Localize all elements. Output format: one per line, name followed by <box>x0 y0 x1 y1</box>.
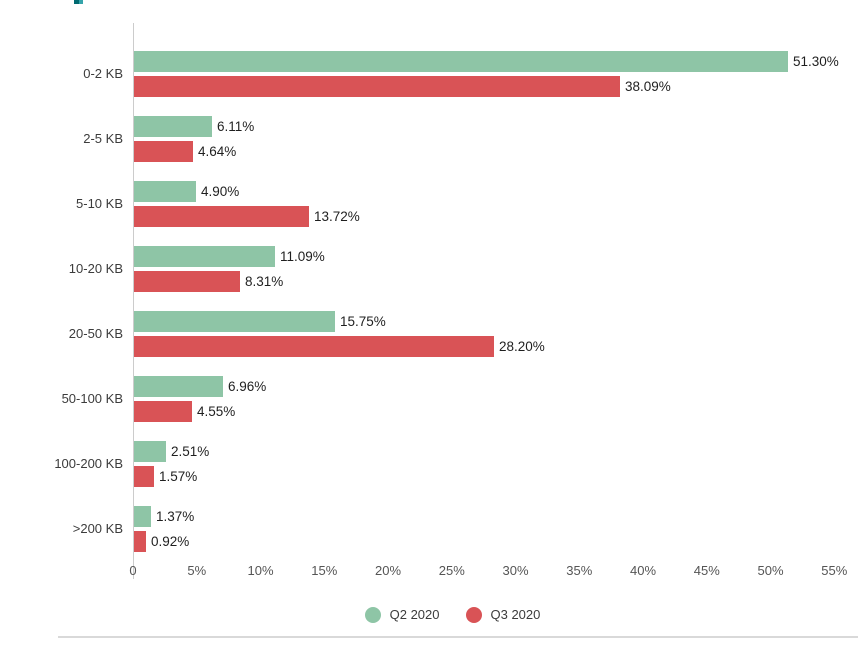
legend-color-dot <box>364 607 381 623</box>
clipped-title-right-fragment <box>78 0 83 4</box>
bar-value-label: 15.75% <box>340 314 386 329</box>
x-axis-tick-label: 0 <box>129 563 137 578</box>
category-label: 10-20 KB <box>68 261 123 276</box>
chart-legend: Q2 2020 Q3 2020 <box>0 607 863 623</box>
bar-value-label: 51.30% <box>793 54 839 69</box>
bar-value-label: 13.72% <box>314 209 360 224</box>
bar-value-label: 28.20% <box>499 339 545 354</box>
bar-value-label: 0.92% <box>151 534 190 549</box>
bar-value-label: 4.64% <box>198 144 237 159</box>
x-axis-tick-label: 35% <box>566 563 593 578</box>
legend-item-q2-2020: Q2 2020 <box>364 607 440 623</box>
bar-q2-2020[interactable] <box>134 246 275 267</box>
category-label: 0-2 KB <box>83 66 123 81</box>
bar-value-label: 4.90% <box>201 184 240 199</box>
category-label: 2-5 KB <box>83 131 123 146</box>
bar-value-label: 8.31% <box>245 274 284 289</box>
bar-q2-2020[interactable] <box>134 116 212 137</box>
bar-q2-2020[interactable] <box>134 181 196 202</box>
x-axis-tick-label: 45% <box>693 563 720 578</box>
x-axis-tick-label: 50% <box>757 563 784 578</box>
category-label: 5-10 KB <box>76 196 123 211</box>
bar-value-label: 11.09% <box>280 249 325 264</box>
x-axis-tick-label: 20% <box>374 563 402 578</box>
bar-q2-2020[interactable] <box>134 376 223 397</box>
bar-q3-2020[interactable] <box>134 271 240 292</box>
category-label: >200 KB <box>72 521 123 536</box>
bar-q3-2020[interactable] <box>134 141 193 162</box>
x-axis-tick-label: 5% <box>187 563 207 578</box>
bar-value-label: 38.09% <box>625 79 671 94</box>
x-axis-tick-label: 25% <box>438 563 465 578</box>
bar-q2-2020[interactable] <box>134 506 151 527</box>
x-axis-tick-label: 15% <box>311 563 338 578</box>
bar-q2-2020[interactable] <box>134 311 335 332</box>
legend-color-dot <box>465 607 482 623</box>
bar-value-label: 6.11% <box>217 119 255 134</box>
legend-label: Q3 2020 <box>490 607 541 622</box>
bar-q3-2020[interactable] <box>134 466 154 487</box>
bar-q3-2020[interactable] <box>134 531 146 552</box>
category-label: 100-200 KB <box>54 456 123 471</box>
legend-item-q3-2020: Q3 2020 <box>465 607 541 623</box>
bar-value-label: 1.57% <box>159 469 198 484</box>
category-label: 20-50 KB <box>68 326 123 341</box>
x-axis-tick-label: 30% <box>502 563 529 578</box>
x-axis-tick-label: 55% <box>821 563 848 578</box>
bar-q3-2020[interactable] <box>134 206 309 227</box>
x-axis-tick-label: 10% <box>247 563 274 578</box>
category-label: 50-100 KB <box>61 391 123 406</box>
bar-value-label: 1.37% <box>156 509 195 524</box>
bar-value-label: 4.55% <box>197 404 236 419</box>
x-axis-tick-label: 40% <box>629 563 657 578</box>
clipped-title-left-fragment <box>74 0 79 4</box>
bar-chart: 0-2 KB 51.30% 38.09% 2-5 KB 6.11% 4.64% 5-10 K… <box>54 23 848 623</box>
bar-value-label: 6.96% <box>228 379 267 394</box>
bar-value-label: 2.51% <box>171 444 210 459</box>
y-axis-line <box>133 23 134 579</box>
bar-q3-2020[interactable] <box>134 401 192 422</box>
legend-label: Q2 2020 <box>389 607 440 622</box>
bar-q3-2020[interactable] <box>134 76 620 97</box>
bottom-divider <box>58 636 858 638</box>
bar-q2-2020[interactable] <box>134 441 166 462</box>
bar-q2-2020[interactable] <box>134 51 788 72</box>
bar-q3-2020[interactable] <box>134 336 494 357</box>
clipped-title-text <box>74 0 83 4</box>
